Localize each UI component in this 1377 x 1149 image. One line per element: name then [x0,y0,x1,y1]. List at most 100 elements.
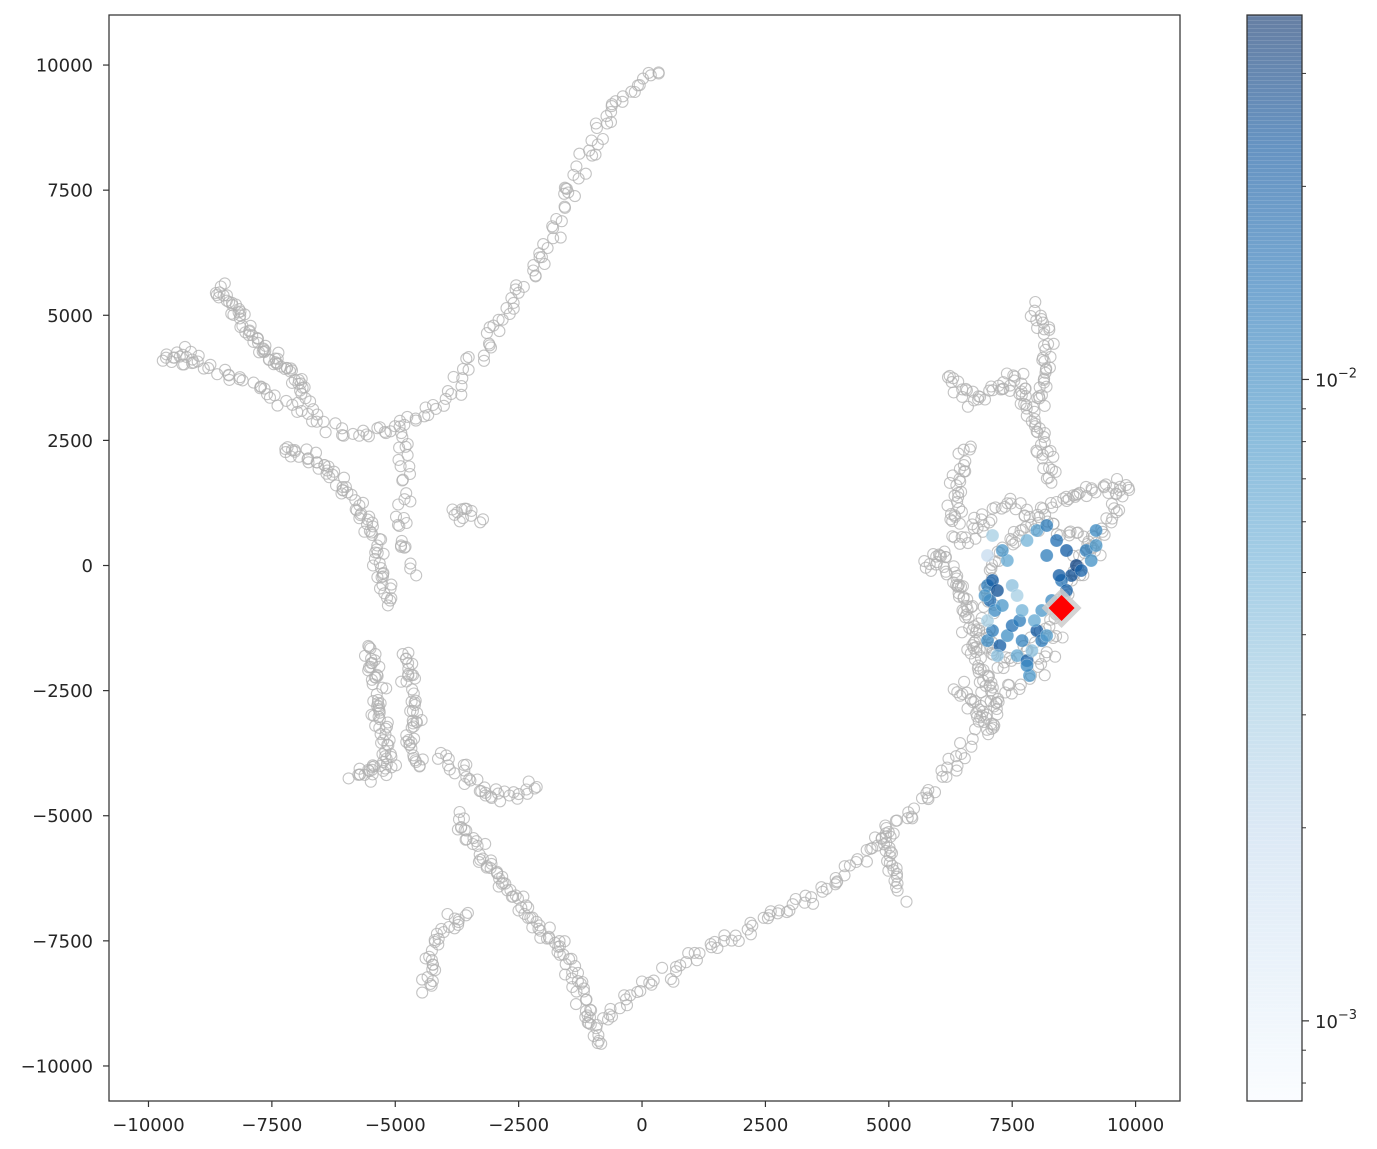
background-point [429,402,442,415]
background-point [956,604,969,617]
background-point [345,488,358,501]
background-point [243,325,256,338]
background-point [518,907,531,920]
background-point [950,750,963,763]
background-point [960,384,973,397]
background-point [1007,369,1020,382]
background-point [805,891,818,904]
background-point [402,669,415,682]
background-point [408,698,421,712]
background-point [771,907,784,920]
background-point [999,686,1012,699]
background-point [1047,337,1060,350]
background-point [358,525,371,538]
background-point [489,783,503,796]
background-point [505,890,518,903]
background-point [365,652,378,665]
background-point [550,212,563,226]
background-point [381,599,394,612]
background-point [816,885,829,898]
background-point [860,855,873,868]
colored-point [1089,538,1103,553]
background-point [378,425,391,438]
background-point [558,201,572,214]
background-point [1070,488,1083,501]
background-point [379,750,392,763]
background-point [391,518,405,531]
background-point [1038,669,1051,682]
background-point [295,404,308,418]
background-point [1079,480,1093,493]
background-point [928,786,942,799]
background-point [326,468,339,481]
background-point [428,935,441,949]
background-point [371,539,384,552]
colorbar-frame [1246,14,1303,1102]
background-point [1038,355,1051,368]
background-point [304,395,317,408]
background-point [1031,321,1044,335]
background-point [952,375,965,388]
background-point [1034,438,1048,451]
background-point [1043,321,1056,334]
background-point [202,362,215,375]
background-point [263,353,276,366]
background-point [953,537,966,550]
background-point [1000,367,1013,380]
background-point [492,880,505,893]
background-point [472,855,485,868]
background-point [392,453,405,466]
background-point [1110,472,1124,486]
background-point [1014,678,1027,691]
background-point [744,916,757,929]
background-point [464,774,477,787]
background-point [952,590,966,603]
background-point [1019,520,1032,534]
background-point [951,686,964,699]
background-point [954,737,967,750]
background-point [393,414,406,427]
background-point [1114,480,1127,493]
background-point [969,723,982,736]
colored-point [980,613,995,628]
background-point [467,832,480,845]
background-point [426,958,439,971]
background-point [405,736,418,749]
background-point [986,688,999,701]
colored-point [1074,563,1089,578]
background-point [688,946,701,959]
colored-points [978,518,1103,683]
background-point [233,312,246,325]
background-point [374,697,387,710]
background-point [462,351,475,364]
background-point [547,232,560,245]
background-point [440,749,453,762]
background-point [267,358,280,371]
background-point [192,349,205,362]
background-point [366,516,379,529]
background-point [402,646,415,659]
colored-point [1027,613,1042,628]
background-point [975,686,988,699]
background-point [441,907,454,921]
y-tick-label: 5000 [47,306,93,327]
background-point [528,782,541,795]
x-tick-label: 0 [636,1115,647,1136]
background-point [957,590,970,604]
background-point [1004,497,1018,510]
background-point [652,66,665,79]
background-point [416,973,429,986]
background-point [954,689,967,702]
background-point [393,441,406,454]
background-point [1097,479,1110,493]
background-point [416,986,429,999]
background-point [511,892,525,905]
background-point [1008,370,1021,383]
background-point [507,786,520,799]
background-point [644,69,657,82]
background-point [783,904,796,917]
background-point [280,394,293,407]
background-point [1030,314,1043,327]
background-point [879,830,892,843]
background-point [559,182,572,195]
